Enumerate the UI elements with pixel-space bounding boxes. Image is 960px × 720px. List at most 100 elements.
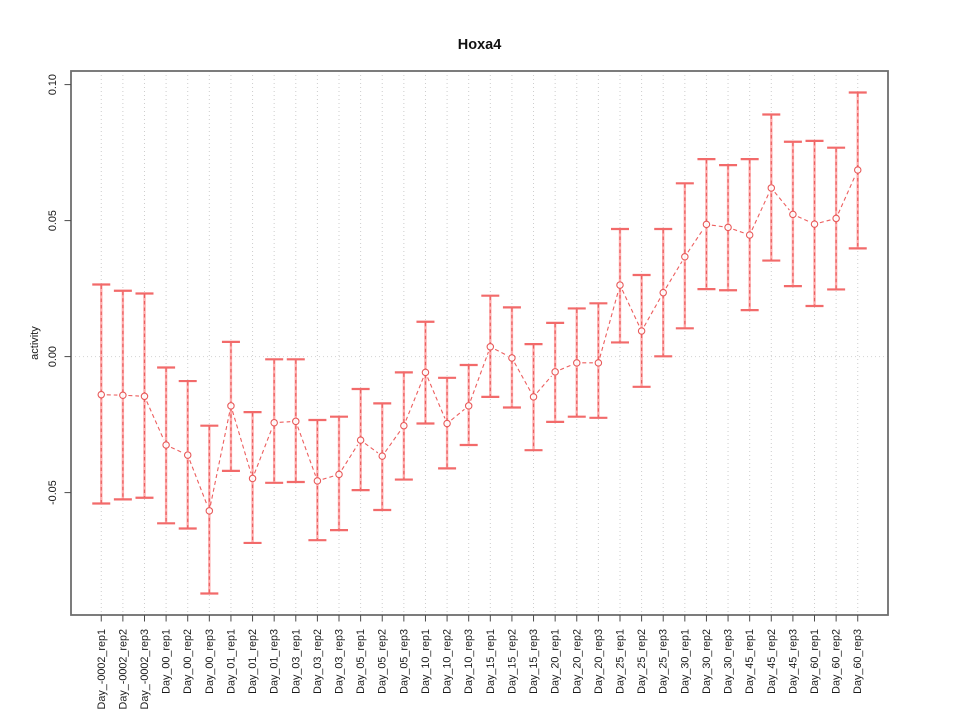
x-tick-label: Day_20_rep1 [550,629,562,694]
x-tick-label: Day_01_rep3 [269,629,281,694]
data-point-marker [443,419,451,428]
connector-segment [797,216,810,223]
connector-segment [322,475,334,480]
x-tick-label: Day_30_rep2 [701,629,713,694]
plot-border [70,70,889,616]
y-tick-label: 0.00 [47,346,59,367]
data-point-marker [378,452,386,460]
grid-layer [71,71,888,615]
connector-segment [560,364,572,371]
x-tick-label: Day_15_rep3 [528,629,540,694]
x-tick-label: Day_25_rep2 [636,629,648,694]
x-tick-label: Day_60_rep1 [809,629,821,694]
connector-segment [621,289,640,327]
connector-segment [128,394,140,397]
data-point-marker [248,474,257,483]
x-tick-label: Day_30_rep3 [723,629,735,694]
connector-segment [189,459,208,506]
connector-segment [405,377,424,421]
connector-segment [514,362,532,393]
connector-segment [494,348,508,356]
connector-segment [687,228,704,253]
connector-segment [774,191,790,211]
x-tick-label: Day_25_rep1 [614,629,626,694]
connector-segment [209,411,231,506]
connector-segment [665,261,683,289]
error-bar-series [92,91,867,595]
connector-segment [599,290,620,358]
data-point-marker [140,392,149,401]
x-tick-label: Day_45_rep2 [766,629,778,694]
y-tick-label: 0.05 [47,210,59,231]
connector-segment [733,228,745,234]
data-point-marker [594,359,603,367]
connector-segment [279,421,291,423]
y-tick-label: -0.05 [47,480,59,505]
data-point-marker [681,253,689,261]
data-point-marker [789,210,797,219]
connector-segment [711,224,723,228]
data-point-marker [400,421,408,430]
data-point-marker [205,507,214,515]
data-point-marker [529,393,538,401]
data-point-marker [356,436,365,444]
x-tick-label: Day_05_rep3 [398,629,410,694]
data-point-marker [637,327,646,335]
x-tick-label: Day_25_rep3 [658,629,670,694]
x-tick-label: Day_-0002_rep3 [139,629,151,709]
x-tick-label: Day_15_rep1 [485,629,497,694]
connector-segment [254,427,273,474]
connector-segment [384,429,402,452]
y-axis-label: activity [29,326,41,360]
data-point-marker [227,402,235,410]
data-point-marker [486,343,495,351]
data-point-marker [119,391,127,399]
data-point-marker [508,354,516,362]
connector-segment [643,297,661,327]
x-tick-label: Day_20_rep3 [593,629,605,694]
connector-segment [297,426,317,476]
data-point-marker [335,470,343,479]
data-point-marker [313,477,322,485]
x-tick-label: Day_05_rep2 [377,629,389,694]
x-tick-label: Day_15_rep2 [506,629,518,694]
data-point-marker [810,220,819,228]
x-tick-label: Day_00_rep3 [204,629,216,694]
data-point-marker [616,281,624,289]
connector-segment [231,410,252,474]
connector-segment [364,442,379,454]
data-point-marker [724,223,732,232]
data-point-marker [97,390,106,399]
y-tick-label: 0.10 [47,74,59,95]
x-tick-label: Day_05_rep1 [355,629,367,694]
connector-segment [751,192,770,231]
data-point-marker [551,368,559,376]
data-point-marker [162,441,170,449]
connector-segment [837,174,857,214]
x-tick-label: Day_60_rep2 [831,629,843,694]
x-tick-label: Day_01_rep1 [225,629,237,694]
x-tick-label: Day_03_rep2 [312,629,324,694]
connector-segment [146,401,165,441]
tick-label-layer: Day_-0002_rep1 Day_-0002_rep2 Day_-0002_re… [47,74,864,709]
data-point-marker [745,231,754,239]
data-point-marker [292,417,300,426]
data-point-marker [767,184,776,192]
x-tick-label: Day_03_rep3 [334,629,346,694]
x-tick-label: Day_30_rep1 [679,629,691,694]
x-tick-label: Day_03_rep1 [290,629,302,694]
x-tick-label: Day_20_rep2 [571,629,583,694]
connector-segment [170,446,183,454]
connector-segment [450,408,465,421]
data-point-marker [832,214,840,223]
connector-segment [470,351,489,401]
x-tick-label: Day_10_rep2 [442,629,454,694]
x-tick-label: Day_00_rep2 [182,629,194,694]
x-tick-label: Day_00_rep1 [161,629,173,694]
data-point-marker [464,402,473,410]
x-tick-label: Day_-0002_rep2 [117,629,129,709]
data-point-marker [853,166,862,174]
x-tick-label: Day_10_rep1 [420,629,432,694]
